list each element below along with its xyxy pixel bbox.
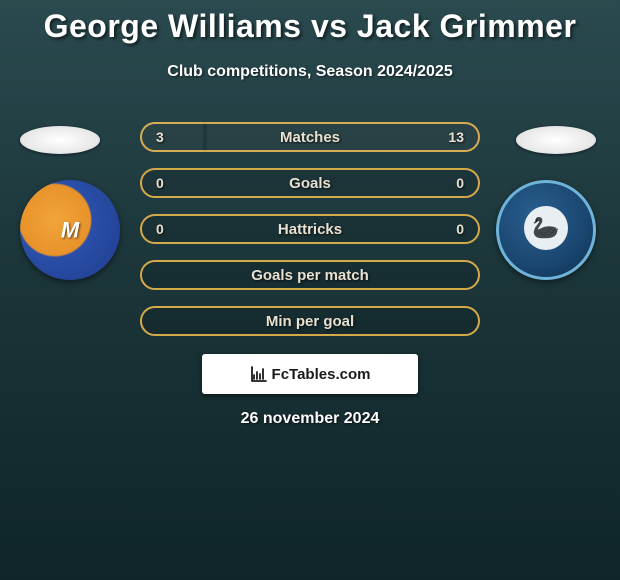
stat-label: Matches bbox=[280, 129, 340, 146]
page-subtitle: Club competitions, Season 2024/2025 bbox=[0, 63, 620, 81]
stat-value-left: 0 bbox=[156, 221, 164, 237]
stat-label: Min per goal bbox=[266, 313, 354, 330]
wycombe-wanderers-badge bbox=[496, 180, 596, 280]
stat-bar-min-per-goal: Min per goal bbox=[140, 306, 480, 336]
stat-value-left: 3 bbox=[156, 129, 164, 145]
country-flag-right bbox=[516, 126, 596, 154]
stat-label: Hattricks bbox=[278, 221, 342, 238]
stat-label: Goals per match bbox=[251, 267, 369, 284]
stat-bar-matches: 3 Matches 13 bbox=[140, 122, 480, 152]
stat-label: Goals bbox=[289, 175, 331, 192]
bar-fill-left bbox=[140, 122, 203, 152]
stats-bars: 3 Matches 13 0 Goals 0 0 Hattricks 0 Goals per ma… bbox=[140, 122, 480, 352]
date-text: 26 november 2024 bbox=[241, 410, 380, 428]
stat-bar-goals-per-match: Goals per match bbox=[140, 260, 480, 290]
watermark-text: FcTables.com bbox=[272, 366, 371, 383]
country-flag-left bbox=[20, 126, 100, 154]
stat-value-right: 0 bbox=[456, 221, 464, 237]
stat-value-right: 13 bbox=[448, 129, 464, 145]
stat-value-left: 0 bbox=[156, 175, 164, 191]
mansfield-town-badge bbox=[20, 180, 120, 280]
bar-fill-right bbox=[207, 122, 480, 152]
stat-bar-hattricks: 0 Hattricks 0 bbox=[140, 214, 480, 244]
page-title: George Williams vs Jack Grimmer bbox=[0, 0, 620, 45]
chart-icon bbox=[250, 365, 268, 383]
stat-value-right: 0 bbox=[456, 175, 464, 191]
stat-bar-goals: 0 Goals 0 bbox=[140, 168, 480, 198]
watermark: FcTables.com bbox=[202, 354, 418, 394]
